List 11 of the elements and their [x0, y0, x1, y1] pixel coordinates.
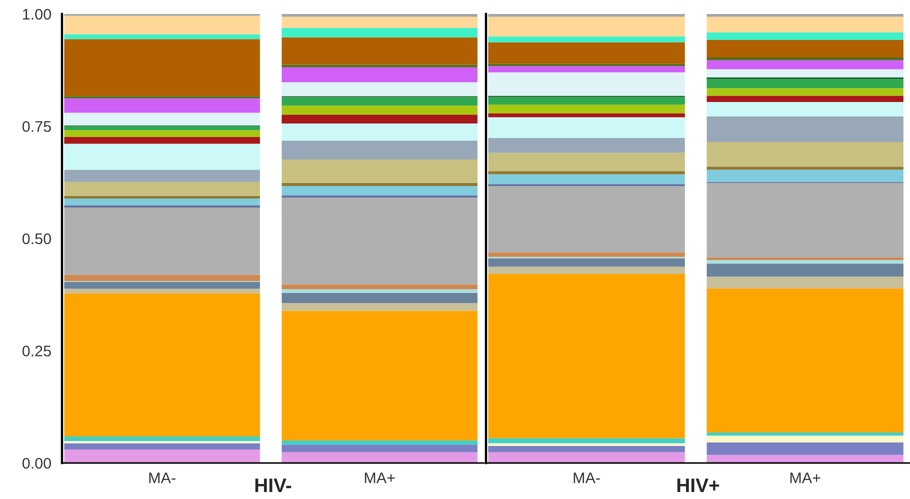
x-axis-title: HIV- — [255, 478, 292, 492]
x-tick-label: MA+ — [790, 472, 820, 484]
y-tick-label: 1.00 — [23, 8, 51, 20]
y-tick-label: 0.00 — [22, 458, 51, 469]
y-tick-label: 0.25 — [22, 346, 51, 356]
x-tick-label: MA- — [574, 472, 600, 484]
y-tick-label: 0.75 — [22, 121, 51, 132]
x-tick-label: MA+ — [364, 472, 395, 484]
y-tick-label: 0.50 — [22, 233, 51, 244]
x-axis-title: HIV+ — [677, 478, 720, 492]
x-tick-label: MA- — [149, 472, 176, 484]
